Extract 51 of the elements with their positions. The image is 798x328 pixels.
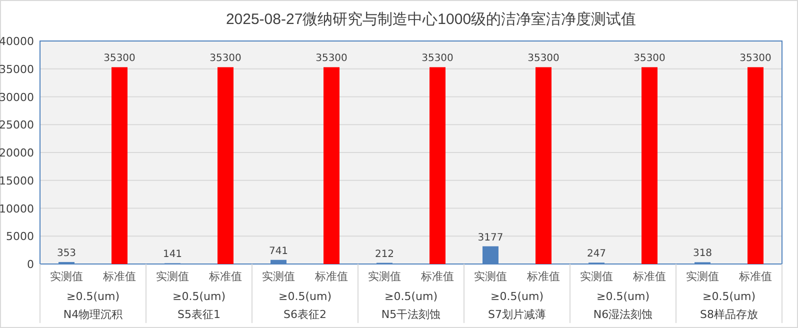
x-tick-label: ≥0.5(um) S7划片减薄 [488, 290, 546, 321]
data-label: 35300 [210, 53, 242, 64]
bar [430, 67, 446, 264]
data-label: 35300 [634, 53, 666, 64]
y-tick-label: 30000 [0, 90, 34, 104]
text: 标准值 [209, 270, 242, 283]
bar [536, 67, 552, 264]
data-label: 741 [268, 246, 288, 257]
data-label: 35300 [104, 53, 136, 64]
text: 实测值 [580, 270, 613, 283]
data-label: 3177 [478, 232, 504, 244]
y-tick-label: 15000 [0, 174, 34, 188]
series-label: 实测值 [50, 270, 83, 283]
title: 2025-08-27微纳研究与制造中心1000级的洁净室洁净度测试值 [226, 11, 636, 28]
data-label: 212 [374, 248, 394, 260]
text: 标准值 [633, 270, 666, 283]
text: 实测值 [368, 270, 401, 283]
bar [748, 67, 764, 264]
text: 标准值 [421, 270, 454, 283]
bar [112, 67, 128, 264]
text: 标准值 [527, 270, 560, 283]
x-tick-label: ≥0.5(um) S8样品存放 [700, 290, 758, 321]
data-label: 353 [56, 248, 76, 260]
x-tick-label: ≥0.5(um) N6湿法刻蚀 [593, 290, 653, 321]
bar [218, 67, 234, 264]
text: 标准值 [315, 270, 348, 283]
text: 标准值 [739, 270, 772, 283]
x-tick-label: ≥0.5(um) S6表征2 [278, 290, 332, 321]
data-label: 318 [692, 248, 712, 260]
text: 实测值 [262, 270, 295, 283]
data-label: 35300 [422, 53, 454, 64]
series-label: 标准值 [102, 270, 136, 283]
y-tick-label: 5000 [6, 230, 34, 244]
data-label: 35300 [316, 53, 348, 64]
text: 实测值 [474, 270, 507, 283]
y-tick-label: 20000 [0, 146, 34, 160]
y-tick-label: 10000 [0, 202, 34, 216]
data-label: 35300 [740, 53, 772, 64]
y-tick-label: 25000 [0, 118, 34, 132]
bar [642, 67, 658, 264]
text: 实测值 [156, 270, 189, 283]
x-tick-label: ≥0.5(um) N4物理沉积 [63, 290, 123, 321]
data-label: 35300 [528, 53, 560, 64]
data-label: 247 [586, 248, 606, 260]
text: 实测值 [686, 270, 719, 283]
x-tick-label: ≥0.5(um) S5表征1 [172, 290, 226, 321]
bar [324, 67, 340, 264]
y-tick-label: 35000 [0, 62, 34, 76]
x-tick-label: ≥0.5(um) N5干法刻蚀 [381, 290, 441, 321]
y-tick-label: 0 [27, 258, 34, 271]
data-label: 141 [162, 249, 182, 260]
